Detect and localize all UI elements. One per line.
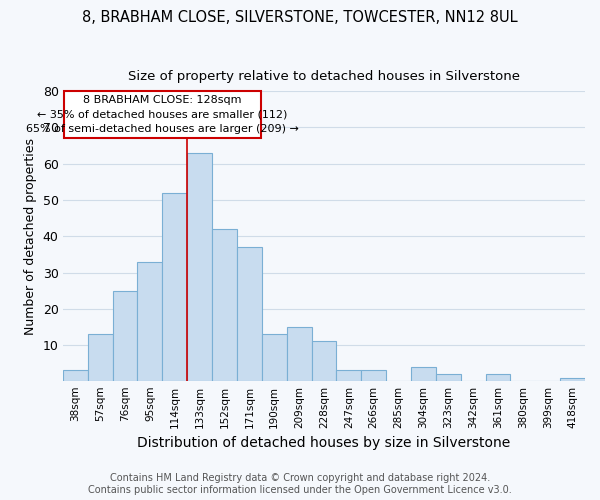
Bar xyxy=(361,370,386,382)
Title: Size of property relative to detached houses in Silverstone: Size of property relative to detached ho… xyxy=(128,70,520,83)
Bar xyxy=(163,192,187,382)
Bar xyxy=(485,374,511,382)
Text: Contains HM Land Registry data © Crown copyright and database right 2024.
Contai: Contains HM Land Registry data © Crown c… xyxy=(88,474,512,495)
Bar xyxy=(187,153,212,382)
Bar xyxy=(212,229,237,382)
Bar xyxy=(137,262,163,382)
Y-axis label: Number of detached properties: Number of detached properties xyxy=(24,138,37,334)
Bar xyxy=(337,370,361,382)
Bar xyxy=(262,334,287,382)
Bar xyxy=(63,370,88,382)
Text: 8, BRABHAM CLOSE, SILVERSTONE, TOWCESTER, NN12 8UL: 8, BRABHAM CLOSE, SILVERSTONE, TOWCESTER… xyxy=(82,10,518,25)
Text: 8 BRABHAM CLOSE: 128sqm
← 35% of detached houses are smaller (112)
65% of semi-d: 8 BRABHAM CLOSE: 128sqm ← 35% of detache… xyxy=(26,95,299,134)
Bar xyxy=(237,247,262,382)
Bar xyxy=(287,327,311,382)
Bar xyxy=(113,290,137,382)
Bar xyxy=(560,378,585,382)
X-axis label: Distribution of detached houses by size in Silverstone: Distribution of detached houses by size … xyxy=(137,436,511,450)
FancyBboxPatch shape xyxy=(64,91,260,138)
Bar xyxy=(88,334,113,382)
Bar xyxy=(411,367,436,382)
Bar xyxy=(311,342,337,382)
Bar xyxy=(436,374,461,382)
